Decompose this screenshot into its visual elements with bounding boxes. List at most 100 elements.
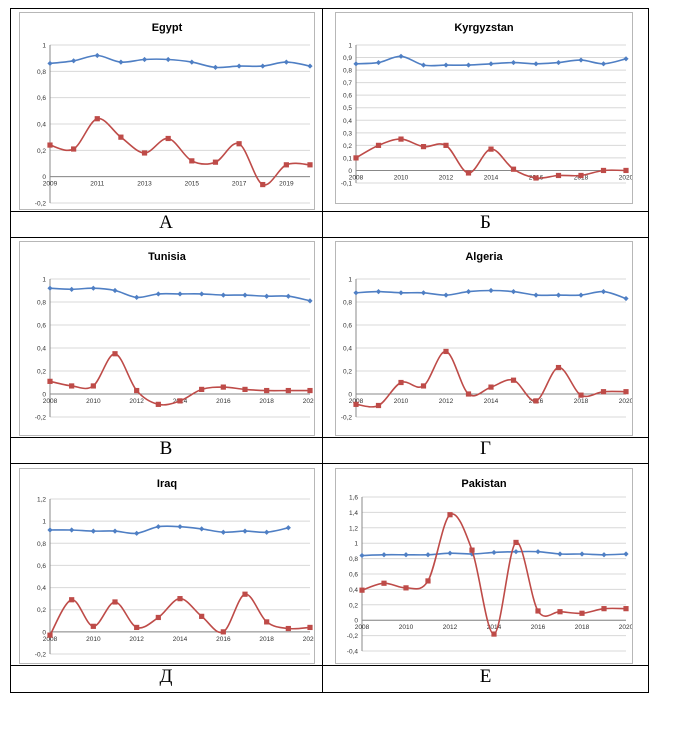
y-tick-label: 0,6 (343, 93, 352, 100)
x-tick-label: 2014 (173, 636, 188, 643)
y-tick-label: 0,6 (37, 95, 46, 102)
series-2-point (260, 181, 266, 188)
series-1-point (260, 63, 266, 69)
series-2-point (285, 625, 291, 632)
x-tick-label: 2008 (43, 398, 58, 405)
x-tick-label: 2012 (439, 174, 454, 181)
table-rule-right (648, 8, 649, 693)
x-tick-label: 2010 (394, 174, 409, 181)
series-2-point (403, 585, 409, 591)
y-tick-label: 0,4 (37, 585, 46, 592)
chart-pakistan: Pakistan -0,4 -0,2 0 0,2 0,4 0,6 0,8 1 1,2 1,4 1,6 2… (347, 478, 634, 656)
series-2-point (600, 167, 607, 174)
x-tick-label: 2008 (43, 636, 58, 643)
series-1-point (220, 529, 226, 535)
y-tick-label: 0,8 (343, 300, 352, 307)
series-1-point (307, 63, 313, 69)
table-rule-bottom (10, 692, 649, 693)
series-1-point (90, 285, 96, 291)
series-2-point (447, 512, 453, 518)
y-tick-label: 0 (354, 618, 358, 625)
x-tick-label: 2012 (129, 636, 144, 643)
chart-frame-tunisia: Tunisia -0,2 0 0,2 0,4 0,6 0,8 1 2008 2010 2012 201… (19, 241, 318, 436)
series-1-point (118, 59, 124, 65)
series-2-point (112, 351, 118, 357)
chart-title: Kyrgyzstan (454, 22, 514, 34)
chart-frame-algeria: Algeria -0,2 0 0,2 0,4 0,6 0,8 1 2008 2010 2012 201… (335, 241, 634, 436)
series-2-point (134, 387, 140, 394)
panel-label-v: В (159, 438, 173, 459)
series-2-point (177, 398, 183, 404)
series-1-point (220, 292, 226, 298)
series-1-point (600, 61, 607, 67)
y-tick-label: -0,2 (35, 201, 47, 208)
series-1-point (134, 294, 140, 300)
x-tick-label: 2018 (575, 624, 590, 631)
chart-title: Pakistan (461, 478, 507, 490)
y-tick-label: 0,4 (37, 346, 46, 353)
series-1-point (557, 551, 563, 557)
series-1-point (134, 530, 140, 536)
x-tick-label: 2010 (394, 398, 409, 405)
x-tick-label: 2013 (137, 181, 152, 188)
y-tick-label: 1,2 (349, 525, 358, 532)
y-tick-label: 1 (42, 277, 46, 284)
x-tick-label: 2020 (619, 174, 632, 181)
y-tick-label: 0,2 (37, 369, 46, 376)
series-2-point (177, 596, 183, 602)
panel-label-e: Е (479, 666, 492, 687)
series-2-point (69, 597, 75, 603)
series-2-point (307, 387, 313, 394)
chart-egypt: Egypt -0,2 0 0,2 0,4 0,6 0,8 1 2009 2011 2013 2015 2… (35, 22, 313, 208)
y-tick-label: 0,4 (37, 122, 46, 129)
series-1-point (510, 59, 517, 66)
series-1-point (285, 293, 291, 299)
y-tick-label: 0 (42, 392, 46, 399)
series-1-point (90, 528, 96, 534)
series-2-point (557, 609, 563, 615)
series-1-point (578, 292, 584, 298)
y-tick-label: 0,4 (343, 346, 352, 353)
series-2-point (353, 401, 359, 407)
series-2-point (134, 624, 140, 631)
series-1-point (359, 552, 365, 559)
series-2-point (242, 386, 248, 392)
y-tick-label: 1,2 (37, 497, 46, 504)
series-2-point (112, 599, 118, 605)
x-tick-label: 2015 (185, 181, 200, 188)
series-1-point (555, 292, 562, 298)
series-1-point (71, 58, 77, 64)
chart-kyrgyzstan: Kyrgyzstan -0,1 0 0,1 0,2 0,3 0,4 0,5 0,6 0,7 0,8 0… (341, 22, 634, 188)
y-tick-label: 1 (42, 519, 46, 526)
y-tick-label: -0,2 (341, 415, 353, 422)
series-1-point (285, 525, 291, 531)
x-tick-label: 2016 (216, 636, 231, 643)
x-tick-label: 2014 (484, 174, 499, 181)
y-tick-label: 0,2 (343, 369, 352, 376)
series-2-point (420, 383, 427, 389)
series-2-point (236, 141, 242, 147)
chart-title: Algeria (465, 251, 503, 263)
table-rule-1 (10, 211, 649, 212)
series-2-point (623, 606, 629, 612)
series-1-point (465, 62, 472, 68)
y-tick-label: 0,2 (37, 607, 46, 614)
series-2-point (90, 383, 96, 389)
series-2-point (533, 398, 539, 404)
series-1-point (112, 287, 118, 294)
series-1-point (443, 62, 449, 68)
series-1-point (510, 289, 517, 295)
table-rule-5 (10, 665, 649, 666)
series-1-point (447, 550, 453, 556)
x-tick-label: 2018 (259, 398, 274, 405)
table-rule-middle (322, 8, 323, 693)
series-1-point (307, 298, 313, 304)
series-2-point (375, 402, 382, 409)
series-2-point (578, 172, 584, 179)
series-1-point (465, 289, 472, 295)
series-2-point (398, 379, 404, 386)
table-rule-left (10, 8, 11, 693)
series-1-point (353, 61, 359, 67)
x-tick-label: 2014 (487, 624, 502, 631)
series-1-point (242, 528, 248, 534)
